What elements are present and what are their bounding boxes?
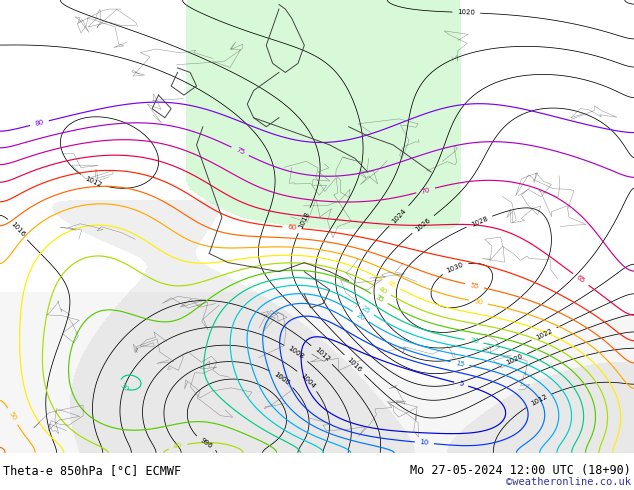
Text: 40: 40 [377,285,388,295]
Text: 35: 35 [374,294,385,303]
Text: 60: 60 [287,224,297,231]
Text: 10: 10 [420,440,429,446]
Text: 1004: 1004 [299,372,316,389]
Text: 15: 15 [455,360,465,368]
Text: 75: 75 [235,147,245,156]
Text: 1024: 1024 [391,207,407,224]
Text: 1000: 1000 [273,371,291,386]
Text: 45: 45 [386,279,397,289]
Text: 30: 30 [469,338,479,345]
Text: 1018: 1018 [297,211,311,230]
Text: 1020: 1020 [505,353,524,366]
Text: ©weatheronline.co.uk: ©weatheronline.co.uk [506,477,631,487]
Text: 50: 50 [8,411,18,422]
Text: 1012: 1012 [313,346,330,363]
Text: 40: 40 [172,442,183,450]
Text: 5: 5 [458,381,464,388]
Text: 1008: 1008 [287,345,305,361]
Text: Mo 27-05-2024 12:00 UTC (18+90): Mo 27-05-2024 12:00 UTC (18+90) [410,464,631,477]
Text: 30: 30 [119,383,130,393]
Text: 1016: 1016 [10,221,26,238]
Text: 1022: 1022 [534,327,553,341]
Text: 25: 25 [360,305,372,315]
Text: 1012: 1012 [84,175,102,188]
Text: 1016: 1016 [346,356,363,373]
Text: 1030: 1030 [446,261,464,274]
Text: 1028: 1028 [470,215,489,228]
Text: 80: 80 [34,119,44,127]
Text: 50: 50 [474,298,484,306]
Text: 65: 65 [575,274,586,285]
Text: 1020: 1020 [457,9,476,16]
Text: 55: 55 [469,282,480,290]
Text: Theta-e 850hPa [°C] ECMWF: Theta-e 850hPa [°C] ECMWF [3,464,181,477]
Text: 1026: 1026 [414,217,432,232]
Text: 20: 20 [355,312,366,322]
Text: 70: 70 [420,186,431,195]
Text: 1012: 1012 [529,393,548,407]
Text: 996: 996 [198,437,213,450]
